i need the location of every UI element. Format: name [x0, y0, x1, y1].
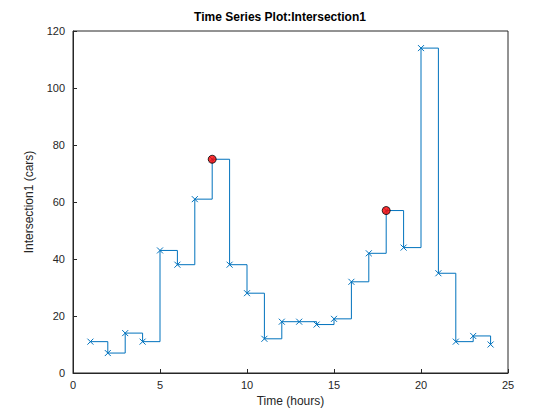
svg-text:40: 40	[53, 253, 65, 265]
svg-text:0: 0	[59, 367, 65, 379]
svg-text:Time Series Plot:Intersection1: Time Series Plot:Intersection1	[194, 10, 366, 24]
svg-text:Time (hours): Time (hours)	[257, 394, 325, 408]
svg-text:100: 100	[47, 82, 65, 94]
svg-text:15: 15	[328, 379, 340, 391]
svg-text:20: 20	[415, 379, 427, 391]
svg-text:10: 10	[241, 379, 253, 391]
svg-text:Intersection1 (cars): Intersection1 (cars)	[22, 151, 36, 254]
svg-text:80: 80	[53, 139, 65, 151]
svg-text:20: 20	[53, 310, 65, 322]
svg-text:0: 0	[70, 379, 76, 391]
svg-text:120: 120	[47, 25, 65, 37]
svg-text:5: 5	[157, 379, 163, 391]
svg-text:60: 60	[53, 196, 65, 208]
svg-text:25: 25	[502, 379, 514, 391]
